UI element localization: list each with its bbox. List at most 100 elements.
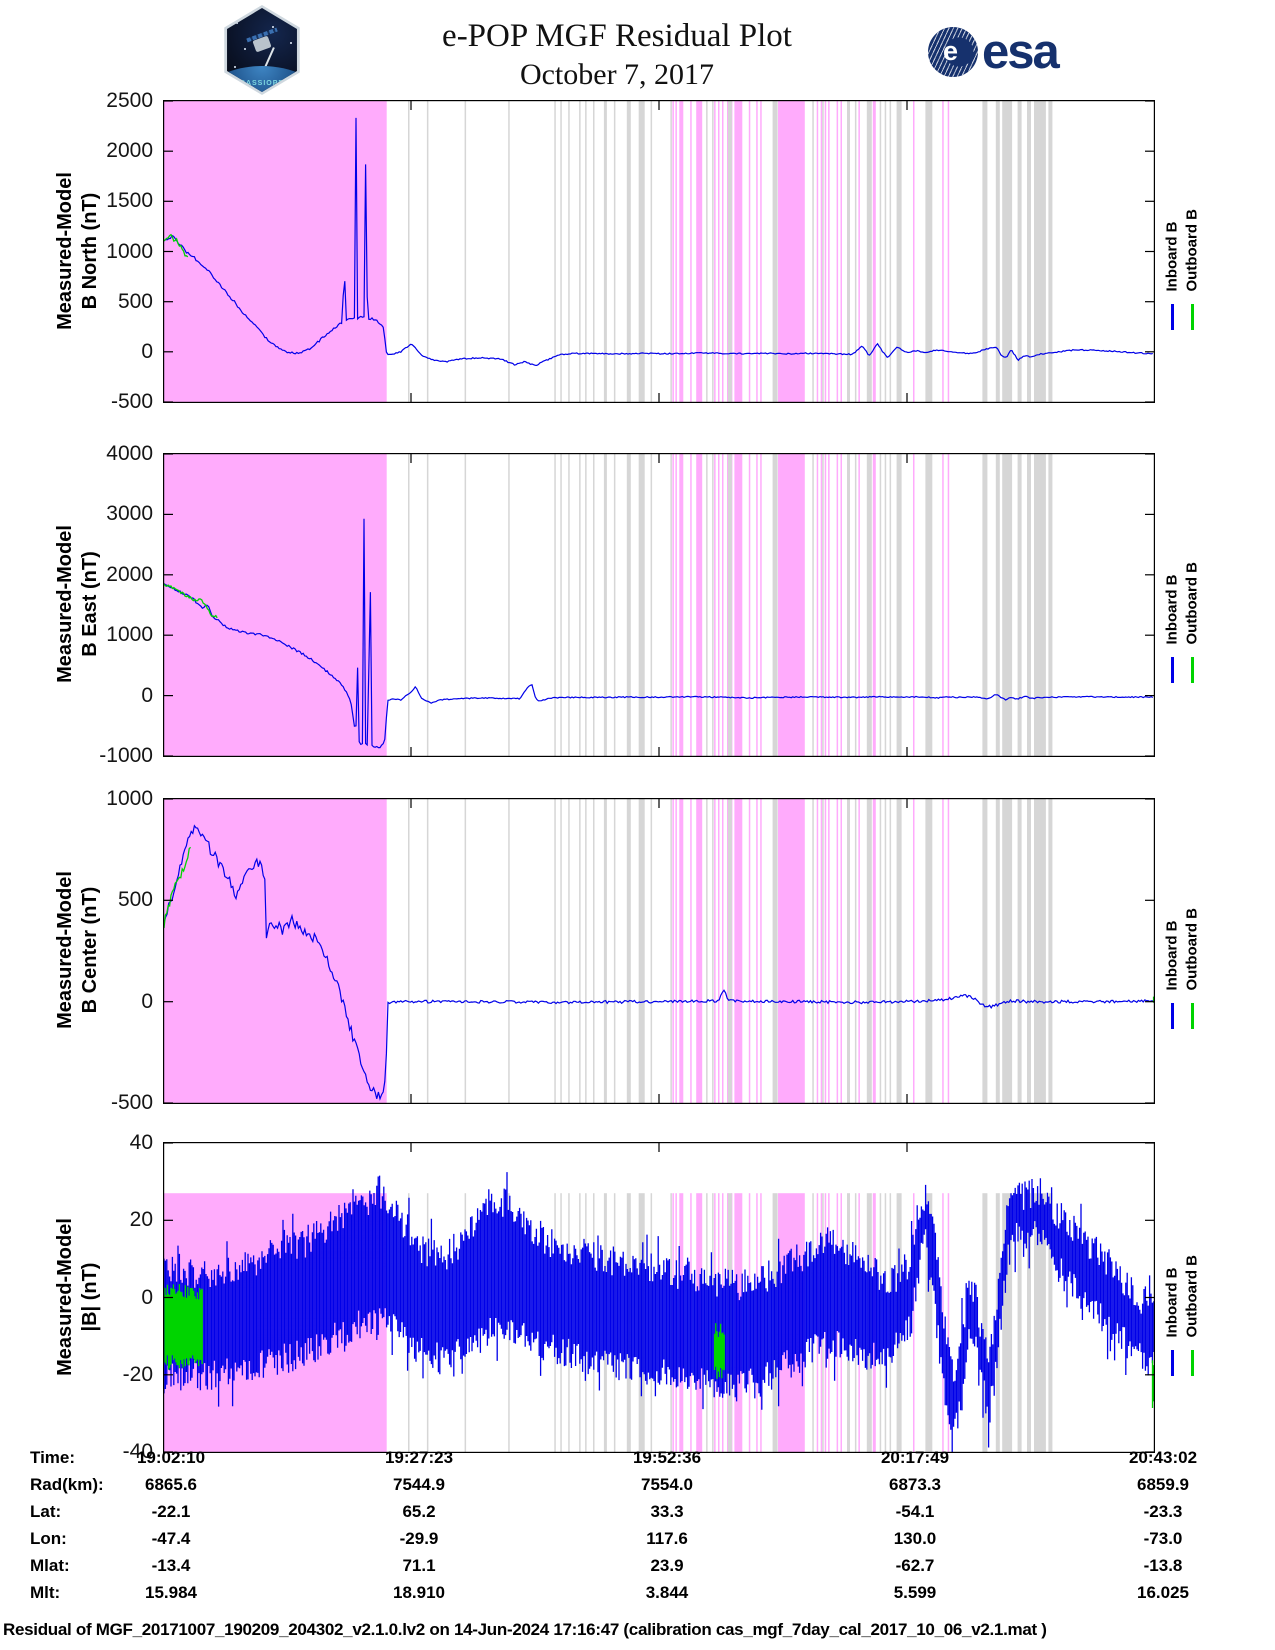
chart-svg-b-east <box>163 453 1155 757</box>
gray-flag-band <box>1048 799 1053 1103</box>
table-row-label: Mlt: <box>30 1583 61 1602</box>
pink-flag-band <box>947 454 950 756</box>
gray-flag-band <box>822 799 824 1103</box>
gray-flag-band <box>889 101 892 402</box>
y-tick-label: 0 <box>141 989 153 1013</box>
y-tick-label: 4000 <box>106 442 153 465</box>
gray-flag-band <box>1027 101 1031 402</box>
gray-flag-band <box>593 454 595 756</box>
y-tick-label: 40 <box>129 1131 153 1154</box>
pink-flag-band <box>672 799 674 1103</box>
inboard-b-data-line <box>163 117 1153 367</box>
pink-flag-band <box>947 101 950 402</box>
pink-flag-band <box>727 799 729 1103</box>
table-cell: -54.1 <box>895 1502 935 1521</box>
pink-flag-band <box>690 101 692 402</box>
inboard-b-data-line <box>163 824 1153 1101</box>
pink-flag-band <box>828 101 830 402</box>
legend-label-outboard: Outboard B <box>1183 208 1201 292</box>
gray-flag-band <box>866 799 872 1103</box>
pink-flag-band <box>690 799 692 1103</box>
pink-flag-band <box>722 799 724 1103</box>
gray-flag-band <box>579 454 581 756</box>
table-cell: 65.2 <box>402 1502 436 1521</box>
plot-frame <box>163 100 1155 403</box>
y-tick-label: 0 <box>141 683 153 707</box>
gray-flag-band <box>408 101 410 402</box>
legend-marker-outboard-icon <box>1191 1349 1194 1376</box>
gray-flag-band <box>603 454 607 756</box>
table-cell: -73.0 <box>1143 1529 1183 1548</box>
panel-b-mag <box>163 1142 1156 1462</box>
pink-flag-band <box>696 101 703 402</box>
pink-flag-band <box>756 799 758 1103</box>
page-title: e-POP MGF Residual Plot <box>442 18 792 54</box>
pink-flag-band <box>942 454 944 756</box>
gray-flag-band <box>670 454 672 756</box>
pink-flag-band <box>718 454 720 756</box>
pink-flag-band <box>760 454 762 756</box>
table-cell: 20:17:49 <box>880 1448 950 1467</box>
gray-flag-band <box>879 799 882 1103</box>
gray-flag-band <box>982 454 988 756</box>
gray-flag-band <box>712 101 714 402</box>
gray-flag-band <box>560 799 562 1103</box>
panel-b-center <box>163 798 1156 1104</box>
pink-flag-band <box>836 799 839 1103</box>
pink-flag-band <box>756 454 758 756</box>
y-axis-label-line2: |B| (nT) <box>79 1262 101 1331</box>
y-axis-label-line1: Measured-Model <box>54 171 76 330</box>
pink-flag-band <box>913 101 915 402</box>
gray-flag-band <box>995 101 1000 402</box>
table-cell: -13.4 <box>151 1556 191 1575</box>
gray-flag-band <box>554 454 556 756</box>
pink-flag-band <box>840 799 842 1103</box>
gray-flag-band <box>925 1193 933 1452</box>
y-tick-label: 2500 <box>106 89 153 112</box>
gray-flag-band <box>1017 799 1022 1103</box>
pink-flag-band <box>748 799 751 1103</box>
table-cell: -23.3 <box>1143 1502 1183 1521</box>
y-tick-label: -500 <box>110 1091 153 1114</box>
pink-flag-band <box>727 101 729 402</box>
gray-flag-band <box>1002 1193 1013 1452</box>
gray-flag-band <box>585 454 587 756</box>
gray-flag-band <box>508 454 510 756</box>
gray-flag-band <box>866 454 872 756</box>
pink-flag-band <box>690 454 692 756</box>
gray-flag-band <box>884 101 887 402</box>
gray-flag-band <box>408 799 410 1103</box>
pink-flag-band <box>760 799 762 1103</box>
pink-flag-band <box>858 454 860 756</box>
gray-flag-band <box>896 454 902 756</box>
table-cell: 6865.6 <box>145 1475 197 1494</box>
y-axis-label-b-mag: Measured-Model |B| (nT) <box>53 1137 103 1457</box>
esa-globe-icon: e <box>928 27 978 77</box>
gray-flag-band <box>982 1193 988 1452</box>
gray-flag-band <box>603 799 607 1103</box>
pink-flag-band <box>836 101 839 402</box>
page-subtitle-date: October 7, 2017 <box>519 58 715 91</box>
y-axis-label-line2: B North (nT) <box>79 192 101 309</box>
pink-flag-band <box>836 454 839 756</box>
legend-label-inboard: Inboard B <box>1163 574 1181 645</box>
gray-flag-band <box>884 454 887 756</box>
gray-flag-band <box>670 101 672 402</box>
table-cell: 19:02:10 <box>136 1448 206 1467</box>
esa-wordmark: esa <box>982 25 1060 79</box>
pink-flag-band <box>163 101 387 402</box>
gray-flag-band <box>1034 101 1046 402</box>
gray-flag-band <box>593 799 595 1103</box>
esa-logo: e esa <box>928 25 1060 79</box>
pink-flag-band <box>913 799 915 1103</box>
table-cell: 7544.9 <box>393 1475 445 1494</box>
pink-flag-band <box>734 101 743 402</box>
y-axis-label-b-north: Measured-Model B North (nT) <box>53 91 103 411</box>
outboard-b-data-line <box>163 846 192 929</box>
pink-flag-band <box>696 799 703 1103</box>
gray-flag-band <box>670 799 672 1103</box>
gray-flag-band <box>822 454 824 756</box>
gray-flag-band <box>925 454 933 756</box>
gray-flag-band <box>854 799 857 1103</box>
legend-label-inboard: Inboard B <box>1163 221 1181 291</box>
